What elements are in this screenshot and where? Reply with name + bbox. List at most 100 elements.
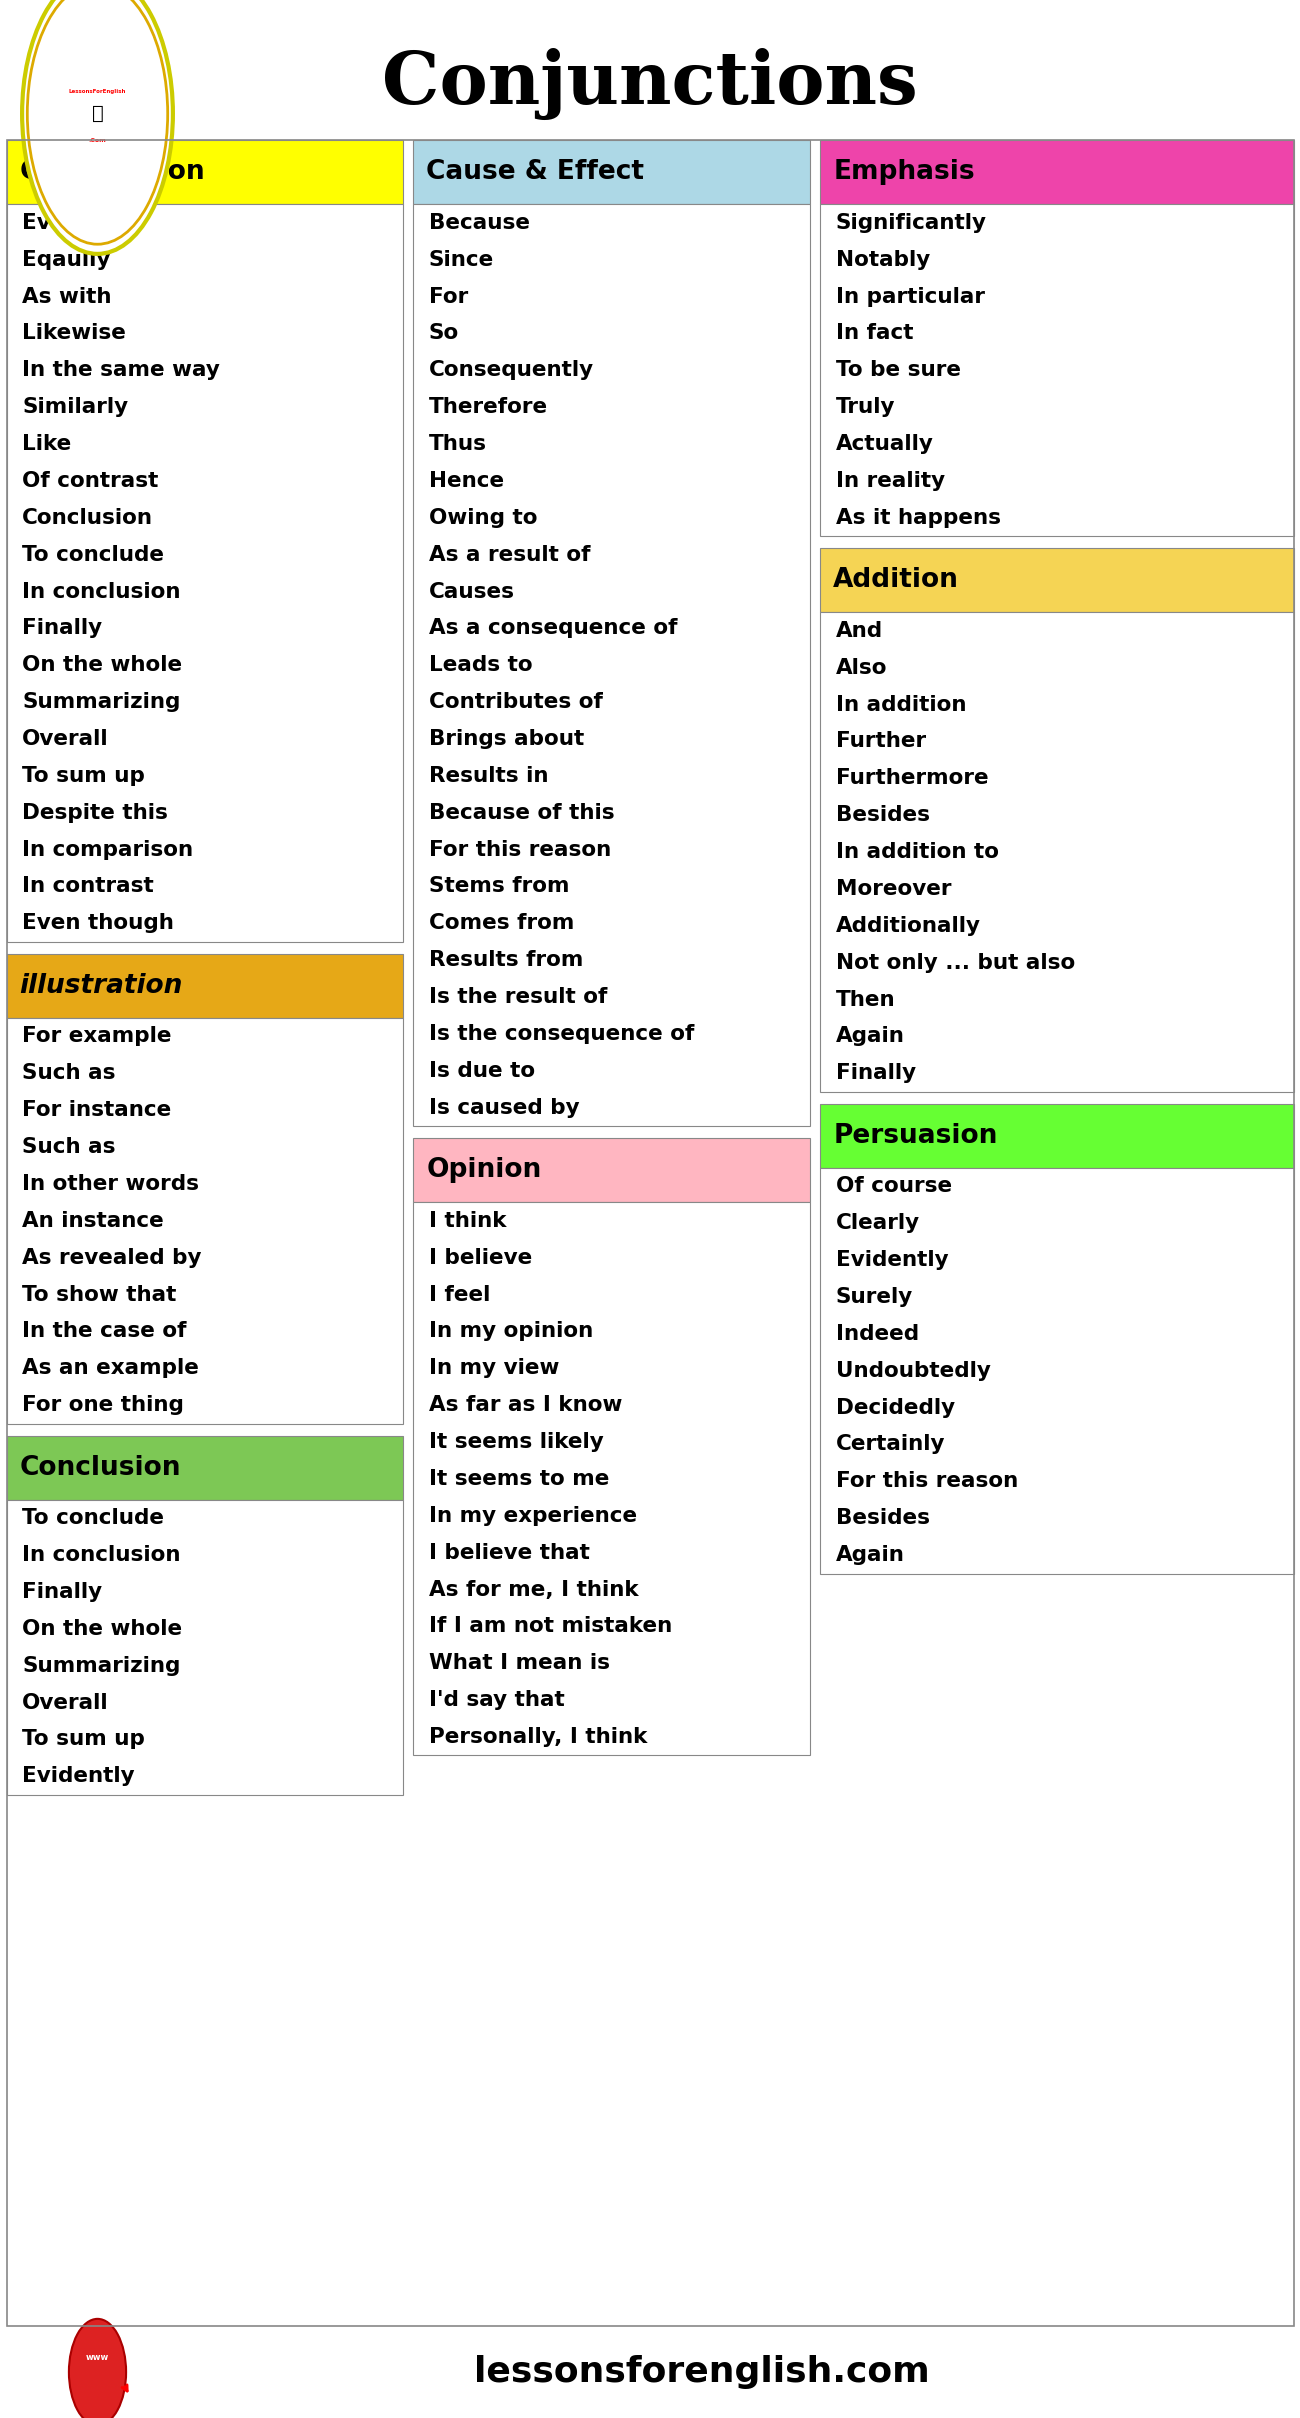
Text: Hence: Hence	[429, 472, 504, 491]
Text: In reality: In reality	[836, 472, 945, 491]
Text: Conclusion: Conclusion	[20, 1456, 181, 1480]
Text: Summarizing: Summarizing	[22, 692, 181, 713]
Text: Besides: Besides	[836, 1509, 929, 1528]
Text: Opinion: Opinion	[426, 1158, 542, 1182]
FancyBboxPatch shape	[6, 206, 403, 941]
Text: Significantly: Significantly	[836, 213, 987, 232]
Text: Leads to: Leads to	[429, 655, 533, 675]
Text: Is the result of: Is the result of	[429, 987, 607, 1008]
Text: An instance: An instance	[22, 1211, 164, 1231]
Text: illustration: illustration	[20, 972, 183, 999]
Text: To sum up: To sum up	[22, 767, 146, 786]
Text: On the whole: On the whole	[22, 1618, 182, 1639]
Text: Furthermore: Furthermore	[836, 769, 988, 788]
Text: In comparison: In comparison	[22, 839, 194, 861]
Text: Cause & Effect: Cause & Effect	[426, 160, 645, 186]
FancyBboxPatch shape	[413, 140, 810, 206]
Text: Decidedly: Decidedly	[836, 1398, 956, 1417]
Text: For one thing: For one thing	[22, 1395, 185, 1415]
Text: For example: For example	[22, 1025, 172, 1047]
Text: Evidently: Evidently	[22, 213, 135, 232]
Text: Of contrast: Of contrast	[22, 472, 159, 491]
Text: Like: Like	[22, 433, 72, 455]
Text: On the whole: On the whole	[22, 655, 182, 675]
Text: In conclusion: In conclusion	[22, 580, 181, 602]
Text: As an example: As an example	[22, 1359, 199, 1378]
Text: Not only ... but also: Not only ... but also	[836, 953, 1075, 972]
Text: .Com: .Com	[88, 138, 107, 143]
Text: I believe: I believe	[429, 1248, 532, 1267]
Text: Since: Since	[429, 249, 494, 271]
Text: Because: Because	[429, 213, 530, 232]
Text: Conclusion: Conclusion	[22, 508, 153, 527]
Text: In particular: In particular	[836, 285, 985, 307]
Text: Results in: Results in	[429, 767, 549, 786]
Text: Evidently: Evidently	[836, 1250, 949, 1269]
FancyBboxPatch shape	[820, 612, 1294, 1093]
Text: Again: Again	[836, 1025, 905, 1047]
FancyBboxPatch shape	[6, 140, 403, 206]
Text: In addition: In addition	[836, 694, 966, 716]
Text: Eqaully: Eqaully	[22, 249, 110, 271]
Text: Emphasis: Emphasis	[833, 160, 975, 186]
Text: Comes from: Comes from	[429, 914, 575, 933]
Text: Despite this: Despite this	[22, 803, 168, 822]
Text: If I am not mistaken: If I am not mistaken	[429, 1615, 672, 1637]
Text: In my opinion: In my opinion	[429, 1320, 593, 1342]
Text: Truly: Truly	[836, 397, 896, 418]
Text: For instance: For instance	[22, 1100, 172, 1120]
Text: Besides: Besides	[836, 805, 929, 825]
Text: It seems to me: It seems to me	[429, 1468, 610, 1489]
Text: In other words: In other words	[22, 1173, 199, 1194]
FancyBboxPatch shape	[6, 1436, 403, 1499]
Text: Certainly: Certainly	[836, 1434, 945, 1456]
Text: Likewise: Likewise	[22, 324, 126, 343]
FancyBboxPatch shape	[6, 1018, 403, 1424]
Text: Brings about: Brings about	[429, 728, 584, 750]
Text: Results from: Results from	[429, 950, 584, 970]
FancyBboxPatch shape	[6, 1499, 403, 1794]
Text: Actually: Actually	[836, 433, 933, 455]
Text: For: For	[429, 285, 468, 307]
Text: Owing to: Owing to	[429, 508, 537, 527]
Text: Contributes of: Contributes of	[429, 692, 603, 713]
Text: In the case of: In the case of	[22, 1320, 187, 1342]
FancyBboxPatch shape	[820, 549, 1294, 612]
Text: In fact: In fact	[836, 324, 914, 343]
Text: In conclusion: In conclusion	[22, 1545, 181, 1564]
Text: Evidently: Evidently	[22, 1765, 135, 1787]
Text: Addition: Addition	[833, 568, 959, 592]
Text: As with: As with	[22, 285, 112, 307]
Text: Of course: Of course	[836, 1175, 952, 1197]
Text: Stems from: Stems from	[429, 875, 569, 897]
Text: Overall: Overall	[22, 1693, 109, 1712]
Text: Such as: Such as	[22, 1064, 116, 1083]
Text: Conjunctions: Conjunctions	[382, 48, 918, 121]
Text: Moreover: Moreover	[836, 878, 952, 899]
FancyBboxPatch shape	[413, 1202, 810, 1755]
Text: In contrast: In contrast	[22, 875, 153, 897]
Text: lessonsforenglish.com: lessonsforenglish.com	[474, 2355, 930, 2389]
Text: In the same way: In the same way	[22, 360, 220, 380]
Text: What I mean is: What I mean is	[429, 1654, 610, 1673]
Text: Such as: Such as	[22, 1136, 116, 1158]
Text: Is due to: Is due to	[429, 1062, 536, 1081]
Text: To sum up: To sum up	[22, 1729, 146, 1751]
Text: Is the consequence of: Is the consequence of	[429, 1023, 694, 1045]
Text: As a result of: As a result of	[429, 544, 590, 566]
Text: www: www	[86, 2353, 109, 2362]
Text: Therefore: Therefore	[429, 397, 549, 418]
Text: As a consequence of: As a consequence of	[429, 619, 677, 638]
Text: LessonsForEnglish: LessonsForEnglish	[69, 89, 126, 94]
Text: To conclude: To conclude	[22, 1509, 164, 1528]
Text: In my experience: In my experience	[429, 1506, 637, 1526]
Text: Indeed: Indeed	[836, 1323, 919, 1344]
FancyBboxPatch shape	[820, 206, 1294, 537]
Text: In my view: In my view	[429, 1359, 559, 1378]
Text: And: And	[836, 621, 883, 641]
Text: Additionally: Additionally	[836, 916, 982, 936]
FancyBboxPatch shape	[820, 140, 1294, 206]
Text: Comparision: Comparision	[20, 160, 205, 186]
Text: Even though: Even though	[22, 914, 174, 933]
Text: It seems likely: It seems likely	[429, 1431, 603, 1453]
